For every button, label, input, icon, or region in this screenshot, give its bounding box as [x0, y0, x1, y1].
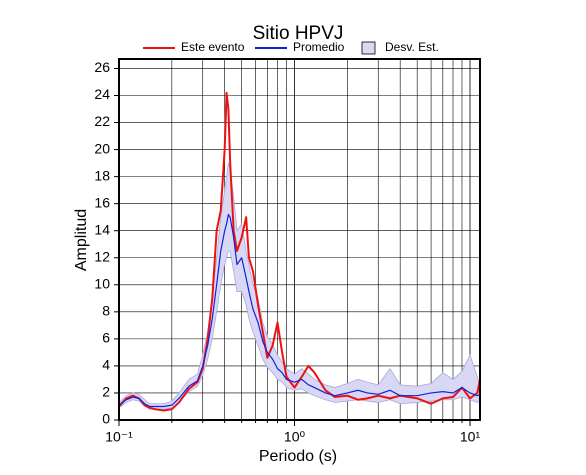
- y-tick-label: 24: [94, 86, 110, 102]
- legend-swatch: [361, 41, 376, 55]
- series-line: [118, 91, 481, 412]
- y-tick-label: 22: [94, 113, 110, 129]
- x-axis-label: Periodo (s): [259, 448, 337, 465]
- y-tick-label: 20: [94, 140, 110, 156]
- y-tick-label: 26: [94, 59, 110, 75]
- y-tick-label: 2: [102, 384, 110, 400]
- y-tick-label: 8: [102, 303, 110, 319]
- plot-frame: [118, 58, 481, 421]
- legend-label: Desv. Est.: [385, 40, 439, 54]
- legend-label: Este evento: [181, 40, 245, 54]
- y-tick-label: 4: [102, 357, 110, 373]
- y-tick-label: 0: [102, 411, 110, 427]
- chart-title: Sitio HPVJ: [253, 23, 344, 44]
- x-tick-label: 10⁰: [284, 429, 306, 445]
- x-tick-label: 10¹: [460, 429, 481, 445]
- x-tick-label: 10⁻¹: [105, 429, 133, 445]
- legend-label: Promedio: [293, 40, 345, 54]
- series-line: [118, 213, 481, 408]
- y-tick-label: 18: [94, 167, 110, 183]
- std-band: [118, 163, 481, 410]
- y-tick-label: 12: [94, 248, 110, 264]
- y-axis-label: Amplitud: [73, 209, 90, 271]
- y-tick-label: 6: [102, 330, 110, 346]
- y-tick-label: 10: [94, 275, 110, 291]
- y-tick-label: 16: [94, 194, 110, 210]
- y-tick-label: 14: [94, 221, 110, 237]
